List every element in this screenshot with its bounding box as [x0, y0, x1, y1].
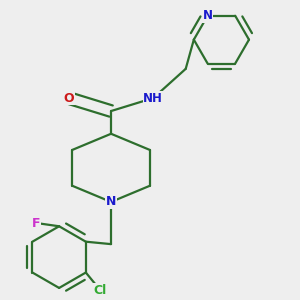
Text: NH: NH	[143, 92, 163, 105]
Text: N: N	[106, 195, 116, 208]
Text: Cl: Cl	[94, 284, 107, 297]
Text: F: F	[32, 217, 41, 230]
Text: O: O	[64, 92, 74, 105]
Text: N: N	[202, 9, 213, 22]
